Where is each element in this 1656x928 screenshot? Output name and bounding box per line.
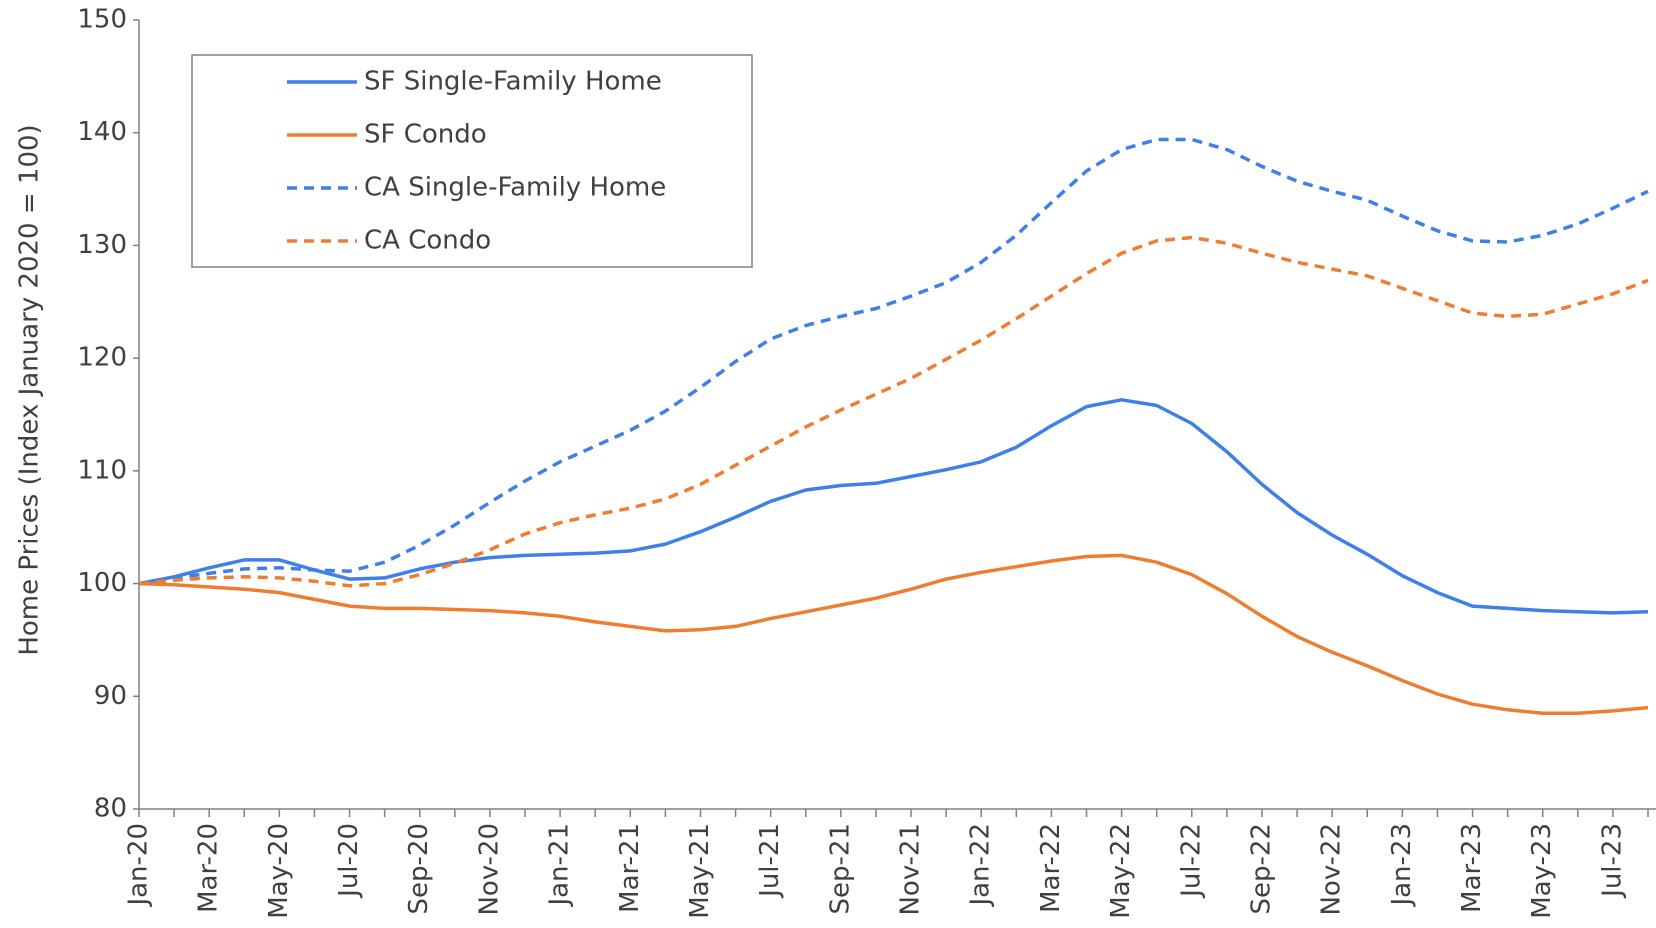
x-tick-label: Sep-20 — [404, 823, 434, 914]
x-tick-label: Jul-21 — [755, 823, 785, 899]
x-tick-label: Nov-22 — [1317, 823, 1347, 916]
y-tick-label: 150 — [77, 5, 127, 35]
y-tick-label: 100 — [77, 568, 127, 598]
x-tick-label: Mar-23 — [1457, 823, 1487, 913]
x-tick-label: May-20 — [264, 823, 294, 919]
x-tick-label: Mar-22 — [1036, 823, 1066, 913]
x-tick-label: Nov-20 — [474, 823, 504, 916]
y-tick-label: 120 — [77, 343, 127, 373]
series-line — [138, 398, 1649, 615]
x-tick-label: Jan-21 — [545, 823, 575, 908]
x-tick-label: Jul-22 — [1176, 823, 1206, 899]
y-axis-label: Home Prices (Index January 2020 = 100) — [15, 124, 45, 655]
x-tick-label: Jan-20 — [124, 823, 154, 908]
legend-label: SF Condo — [364, 120, 487, 150]
x-tick-label: Jan-23 — [1387, 823, 1417, 908]
x-tick-label: Nov-21 — [896, 823, 926, 916]
x-tick-label: May-23 — [1527, 823, 1557, 919]
y-tick-label: 90 — [94, 681, 127, 711]
y-tick-label: 130 — [77, 230, 127, 260]
series-line — [138, 235, 1649, 588]
y-tick-label: 80 — [94, 794, 127, 824]
x-tick-label: Sep-22 — [1246, 823, 1276, 914]
x-tick-label: Jan-22 — [966, 823, 996, 908]
series-line — [138, 553, 1649, 715]
legend-label: SF Single-Family Home — [364, 67, 662, 97]
x-tick-label: May-22 — [1106, 823, 1136, 919]
x-tick-label: Jul-23 — [1597, 823, 1627, 899]
y-tick-label: 110 — [77, 455, 127, 485]
x-tick-label: Jul-20 — [334, 823, 364, 899]
legend-label: CA Single-Family Home — [364, 173, 666, 203]
x-tick-label: Mar-20 — [194, 823, 224, 913]
legend-label: CA Condo — [364, 226, 491, 256]
series-line — [138, 137, 1649, 586]
legend-box — [191, 54, 753, 268]
x-tick-label: Sep-21 — [825, 823, 855, 914]
x-tick-label: Mar-21 — [615, 823, 645, 913]
x-tick-label: May-21 — [685, 823, 715, 919]
y-tick-label: 140 — [77, 117, 127, 147]
